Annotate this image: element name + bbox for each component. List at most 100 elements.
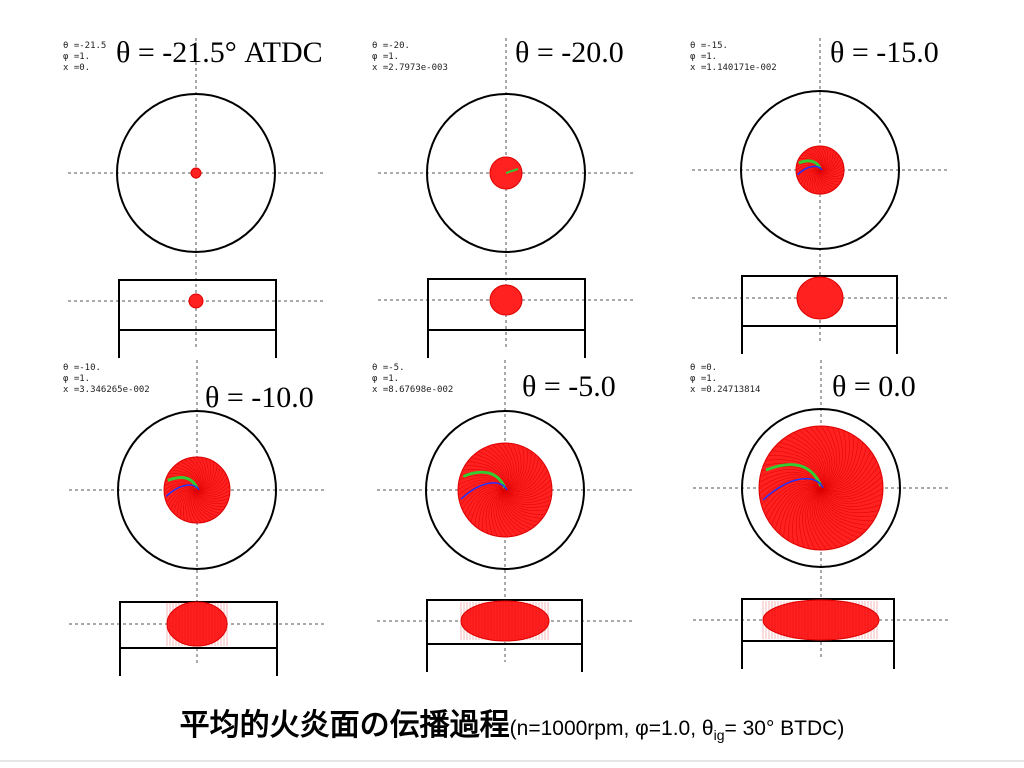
- flame-mesh-line: [820, 487, 883, 507]
- flame-mesh-line: [196, 489, 230, 500]
- theta-label: θ = -10.0: [205, 381, 314, 414]
- flame-mesh-line: [196, 458, 209, 491]
- flame-mesh-line: [820, 487, 874, 521]
- flame-mesh-line: [458, 477, 506, 491]
- theta-label: θ = -20.0: [515, 36, 624, 69]
- flame-mesh-line: [762, 482, 822, 511]
- flame-mesh-line: [820, 487, 884, 502]
- flame-mesh-line: [504, 489, 543, 519]
- flame-mesh-line: [194, 489, 210, 521]
- flame-mesh-line: [820, 426, 838, 489]
- flame-mesh-line: [819, 162, 843, 173]
- flame-mesh-line: [504, 461, 543, 492]
- flame-mesh-line: [488, 489, 506, 536]
- blue-trace: [762, 477, 824, 501]
- flame-mesh-line: [765, 484, 822, 516]
- flame-mesh-line: [504, 489, 550, 508]
- flame-top-view: [190, 167, 202, 179]
- flame-mesh-line: [815, 487, 844, 547]
- flame-mesh-line: [802, 487, 822, 550]
- flame-top-view: [457, 442, 553, 538]
- flame-mesh-line: [820, 432, 850, 489]
- flame-mesh-line: [487, 446, 510, 491]
- flame-mesh-line: [818, 169, 834, 191]
- theta-label: θ = 0.0: [832, 370, 916, 403]
- panel-5: θ =0.φ =1.x =0.24713814 θ = 0.0: [690, 360, 949, 669]
- flame-mesh-line: [788, 487, 822, 541]
- flame-mesh-line: [492, 444, 511, 491]
- blue-trace: [797, 165, 823, 176]
- flame-mesh-line: [503, 489, 532, 530]
- flame-mesh-line: [800, 169, 821, 185]
- flame-mesh-line: [798, 429, 827, 489]
- flame-mesh-line: [820, 438, 859, 489]
- flame-propagation-figure: θ =-21.5φ =1.x =0. θ = -21.5° ATDC θ =-20.…: [63, 36, 949, 676]
- flame-mesh-line: [804, 487, 822, 550]
- caption-title: 平均的火炎面の伝播過程: [179, 708, 510, 743]
- flame-mesh-line: [809, 426, 831, 489]
- flame-mesh-line: [504, 489, 553, 501]
- flame-mesh-line: [196, 485, 230, 496]
- flame-mesh-line: [491, 489, 506, 537]
- flame-mesh-line: [819, 155, 840, 171]
- flame-mesh-line: [504, 443, 519, 491]
- flame-mesh-line: [457, 479, 506, 491]
- flame-mesh-line: [191, 489, 202, 523]
- info-line: φ =1.: [63, 52, 90, 62]
- flame-mesh-line: [462, 486, 506, 510]
- flame-mesh-line: [817, 169, 830, 193]
- info-line: φ =1.: [372, 374, 399, 384]
- info-line: θ =-5.: [372, 363, 405, 373]
- flame-mesh-line: [819, 169, 837, 188]
- flame-mesh-line: [180, 489, 198, 519]
- bottom-divider: [0, 760, 1024, 762]
- flame-side-view: [489, 284, 523, 316]
- panel-4: θ =-5.φ =1.x =8.67698e-002 θ = -5.0: [372, 360, 633, 672]
- flame-mesh-line: [806, 169, 821, 191]
- flame-mesh-line: [779, 441, 822, 489]
- flame-mesh-line: [196, 466, 221, 491]
- flame-mesh-line: [819, 169, 839, 186]
- flame-mesh-line: [196, 473, 226, 492]
- flame-mesh-line: [820, 425, 835, 489]
- flame-mesh-line: [196, 489, 224, 511]
- flame-mesh-line: [820, 487, 863, 535]
- cylinder-top-view: [425, 410, 585, 570]
- flame-mesh-line: [818, 487, 854, 541]
- flame-mesh-line: [792, 487, 822, 544]
- flame-mesh-line: [793, 432, 825, 489]
- flame-mesh-line: [458, 481, 506, 496]
- flame-mesh-line: [499, 489, 518, 536]
- flame-mesh-line: [820, 430, 847, 489]
- info-line: φ =1.: [63, 374, 90, 384]
- flame-mesh-line: [196, 481, 230, 495]
- flame-mesh-line: [761, 480, 822, 506]
- theta-label: θ = -21.5° ATDC: [116, 36, 323, 69]
- flame-mesh-line: [504, 457, 540, 491]
- flame-mesh-line: [504, 489, 548, 511]
- flame-mesh-line: [783, 487, 822, 538]
- flame-mesh-line: [185, 489, 198, 522]
- flame-mesh-line: [493, 489, 506, 538]
- flame-mesh-line: [196, 477, 228, 493]
- info-line: θ =-10.: [63, 363, 101, 373]
- blue-trace: [165, 484, 200, 497]
- flame-mesh-line: [504, 489, 552, 506]
- info-line: θ =-20.: [372, 41, 410, 51]
- info-line: x =1.140171e-002: [690, 63, 777, 73]
- flame-mesh-line: [820, 450, 871, 490]
- flame-mesh-line: [500, 489, 523, 534]
- info-line: θ =-21.5: [63, 41, 106, 51]
- flame-mesh-line: [166, 487, 198, 503]
- cylinder-top-view: [426, 93, 586, 253]
- flame-mesh-line: [759, 476, 822, 494]
- flame-mesh-line: [819, 169, 844, 178]
- flame-mesh-line: [502, 489, 528, 532]
- flame-disc: [190, 167, 202, 179]
- combustion-chamber: [427, 278, 586, 331]
- flame-mesh-line: [807, 487, 822, 551]
- flame-mesh-line: [196, 463, 218, 491]
- flame-mesh-line: [192, 489, 206, 523]
- flame-mesh-line: [813, 487, 839, 548]
- combustion-chamber: [426, 599, 583, 645]
